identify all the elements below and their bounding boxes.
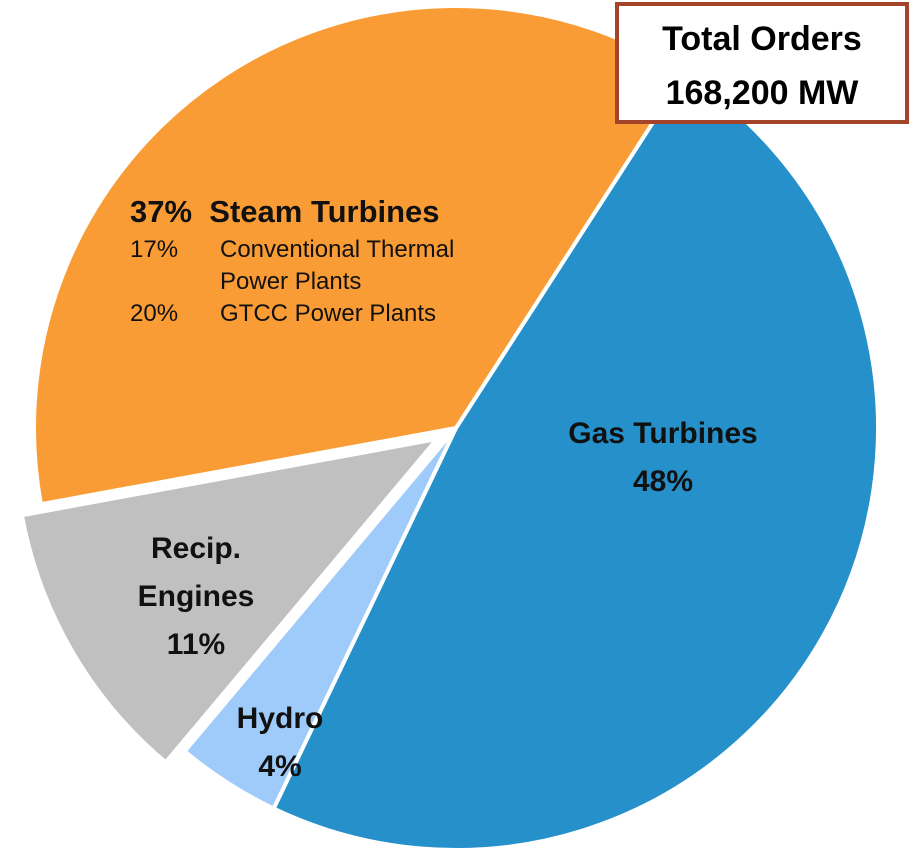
slice-name: Gas Turbines <box>568 417 758 450</box>
slice-label: Recip. Engines 11% <box>116 525 276 669</box>
steam-value-label: 37% <box>130 194 193 229</box>
pie-slice <box>32 4 688 507</box>
slice-value-label: 4% <box>258 750 302 783</box>
slice-label: Hydro 4% <box>210 695 350 791</box>
breakdown-name: GTCC Power Plants <box>220 300 437 327</box>
slice-label: Gas Turbines 48% <box>513 410 813 506</box>
slice-value-label: 11% <box>166 628 226 661</box>
steam-label-block: 37% Steam Turbines 17% Conventional Therm… <box>130 190 540 330</box>
slice-name: Hydro <box>236 702 324 735</box>
breakdown-row: 17% Conventional Thermal Power Plants <box>130 234 540 298</box>
breakdown-row: 20% GTCC Power Plants <box>130 298 540 330</box>
total-title: Total Orders <box>662 20 862 58</box>
breakdown-name: Conventional Thermal Power Plants <box>220 236 455 295</box>
breakdown-value-label: 17% <box>130 236 179 263</box>
steam-heading: 37% Steam Turbines <box>130 190 540 234</box>
pie-slice <box>19 436 443 766</box>
slice-name: Recip. Engines <box>137 532 255 613</box>
total-box: Total Orders 168,200 MW <box>615 2 909 124</box>
breakdown-value-label: 20% <box>130 300 179 327</box>
pie-slice <box>181 426 458 812</box>
steam-name: Steam Turbines <box>209 194 440 229</box>
total-value: 168,200 MW <box>665 74 859 112</box>
slice-value-label: 48% <box>632 465 694 498</box>
